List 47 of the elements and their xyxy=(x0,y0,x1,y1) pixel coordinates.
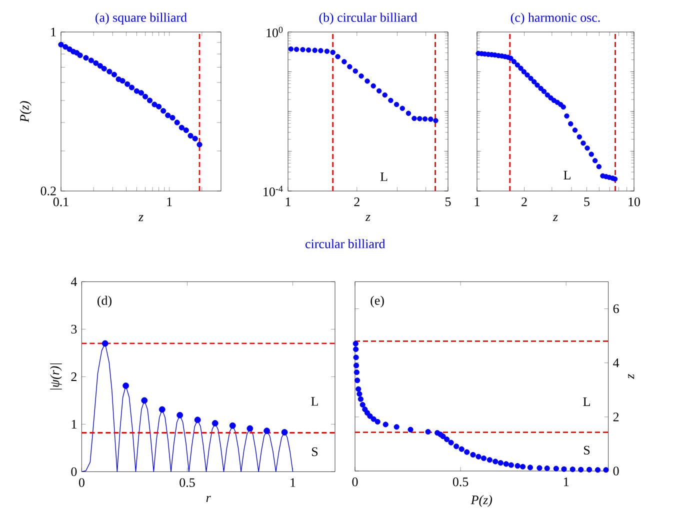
chart-title: circular billiard xyxy=(306,239,386,248)
y-axis-title: P(z) xyxy=(20,101,32,122)
y-tick-label: 3 xyxy=(71,324,77,334)
y-tick-label: 4 xyxy=(70,277,77,286)
x-tick-label: 5 xyxy=(446,198,451,206)
x-tick-label: 2 xyxy=(354,198,360,206)
x-axis-title: z xyxy=(138,215,144,222)
chart-title: (a) square billiard xyxy=(96,12,187,24)
x-tick-label: 10 xyxy=(628,198,640,206)
chart-title: (c) harmonic osc. xyxy=(510,12,600,24)
annotation: (e) xyxy=(370,296,384,308)
y2-axis-title: z xyxy=(628,374,634,380)
x-tick-label: 1 xyxy=(167,198,172,206)
x-tick-label: 2 xyxy=(522,198,527,206)
annotation: L xyxy=(583,397,590,406)
y-axis-title: |ψ(r)| xyxy=(50,364,62,390)
annotation: S xyxy=(312,447,318,456)
y-tick-label: 0.2 xyxy=(40,186,56,196)
x-axis-title: z xyxy=(365,214,370,221)
y-tick-label: 1 xyxy=(72,420,76,428)
x-tick-label: 0 xyxy=(352,478,358,486)
x-tick-label: 1 xyxy=(564,478,569,486)
y-tick-label: 10$^{-4}$ xyxy=(264,186,283,196)
x-axis-title: z xyxy=(552,215,558,222)
x-tick-label: 1 xyxy=(474,198,480,206)
y2-tick-label: 0 xyxy=(613,466,619,476)
x-tick-label: 1 xyxy=(290,478,296,487)
chart-title: (b) circular billiard xyxy=(319,12,418,24)
y-tick-label: 0 xyxy=(71,467,77,476)
x-axis-title: P(z) xyxy=(470,495,492,507)
x-tick-label: 5 xyxy=(584,198,590,206)
annotation: L xyxy=(564,170,570,180)
x-tick-label: 0.1 xyxy=(53,198,68,206)
x-tick-label: 1 xyxy=(286,198,290,206)
annotation: L xyxy=(311,397,318,406)
y2-tick-label: 2 xyxy=(613,412,619,422)
x-tick-label: 0.5 xyxy=(180,478,195,488)
y2-tick-label: 6 xyxy=(613,304,619,314)
annotation: S xyxy=(584,446,590,455)
annotation: L xyxy=(380,172,388,181)
y2-tick-label: 4 xyxy=(613,358,620,368)
y-tick-label: 10$^{0}$ xyxy=(266,26,283,38)
annotation: (d) xyxy=(98,296,112,308)
x-axis-title: r xyxy=(206,496,211,502)
y-tick-label: 2 xyxy=(71,372,76,381)
x-tick-label: 0 xyxy=(78,478,84,487)
x-tick-label: 0.5 xyxy=(452,478,468,486)
